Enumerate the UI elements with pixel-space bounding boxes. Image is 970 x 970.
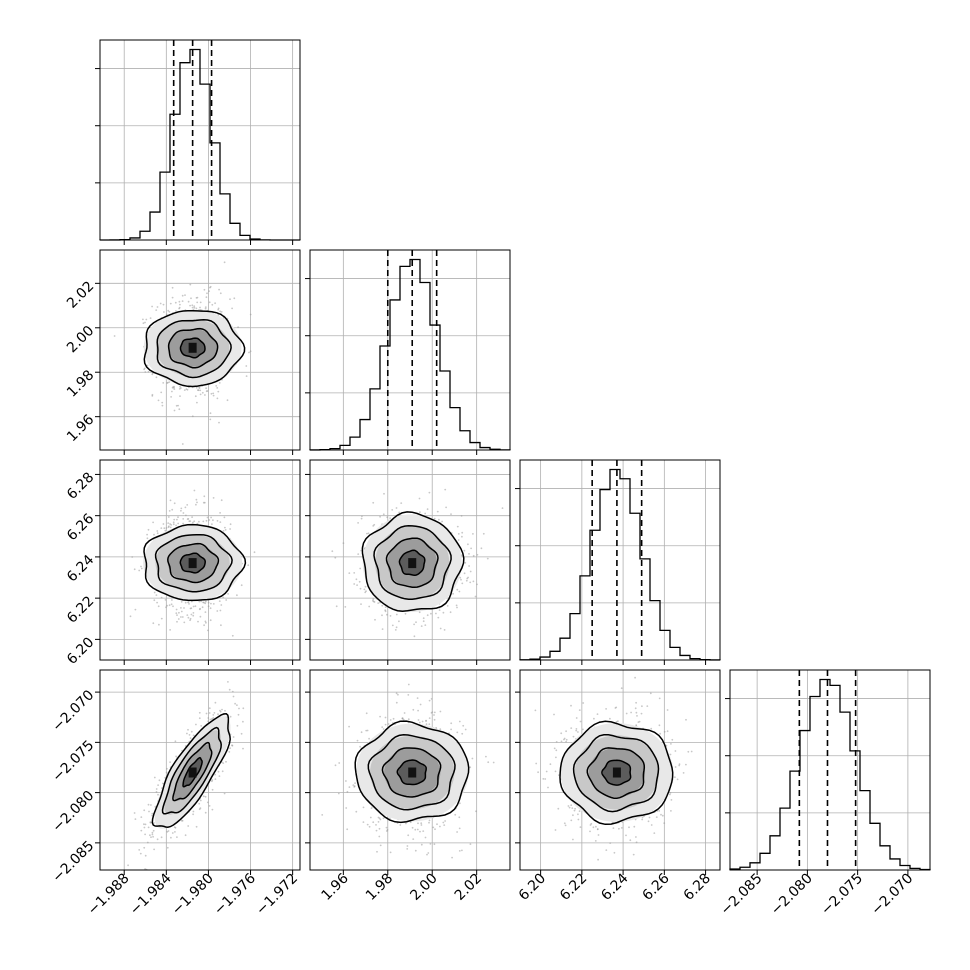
x-tick-label: −1.980: [169, 871, 217, 919]
contour-0.5sigma: [601, 759, 632, 786]
contour-1.5sigma: [572, 734, 660, 813]
axes-frame: [99, 249, 301, 451]
axes-frame: [729, 669, 931, 871]
contour-1.5sigma: [367, 733, 456, 811]
contour-1sigma: [586, 747, 646, 799]
axes-frame: [309, 249, 511, 451]
contour-0.5sigma: [179, 337, 206, 359]
x-tick-label: 2.00: [407, 871, 440, 904]
y-tick-label: −2.085: [49, 838, 97, 886]
histogram-0: [99, 48, 300, 241]
contour-2sigma: [559, 720, 674, 826]
density-peak: [188, 767, 197, 778]
x-tick-label: 6.20: [516, 871, 549, 904]
x-tick-label: −2.075: [818, 871, 866, 919]
panel-2-1: [305, 459, 511, 665]
contour-2sigma: [143, 309, 246, 388]
y-tick-label: 6.28: [64, 469, 97, 502]
x-tick-label: 6.22: [557, 871, 590, 904]
histogram-3: [729, 678, 931, 871]
panel-3-1: 1.96 1.98 2.00 2.02: [305, 669, 511, 904]
x-tick-label: −1.984: [127, 870, 175, 918]
contour-1.5sigma: [373, 525, 452, 601]
x-tick-label: 1.98: [363, 871, 396, 904]
contour-1sigma: [167, 542, 220, 584]
x-tick-label: −2.070: [868, 871, 916, 919]
contour-0.5sigma: [396, 759, 427, 786]
x-tick-label: 1.96: [318, 870, 351, 903]
contour-2sigma: [361, 511, 465, 612]
panel-3-0: −2.085−2.080−2.075−2.070−1.988−1.984−1.9…: [49, 669, 301, 919]
panel-1-1: [305, 249, 511, 455]
y-tick-label: 1.98: [64, 367, 97, 400]
x-tick-label: −2.080: [768, 871, 816, 919]
contour-1sigma: [385, 537, 439, 589]
y-tick-label: 2.00: [64, 323, 97, 356]
density-peak: [408, 767, 417, 778]
x-tick-label: −1.976: [211, 870, 259, 918]
contour-2sigma: [151, 713, 231, 828]
y-tick-label: −2.080: [49, 788, 97, 836]
y-tick-label: 6.20: [64, 634, 97, 667]
density-peak: [408, 558, 417, 569]
contour-1.5sigma: [156, 319, 232, 379]
contour-0.5sigma: [398, 549, 426, 576]
panel-3-2: 6.20 6.22 6.24 6.26 6.28: [515, 669, 721, 904]
density-peak: [188, 342, 197, 353]
y-tick-label: 1.96: [64, 412, 97, 445]
x-tick-label: 6.24: [598, 870, 631, 903]
axes-frame: [99, 669, 301, 871]
axes-frame: [309, 459, 511, 661]
axes-frame: [519, 669, 721, 871]
contour-1sigma: [167, 327, 219, 369]
y-tick-label: 6.26: [64, 511, 97, 544]
x-tick-label: 2.02: [452, 871, 485, 904]
y-tick-label: 6.22: [64, 593, 97, 626]
axes-frame: [99, 39, 301, 241]
y-tick-label: 6.24: [64, 552, 97, 585]
contour-2sigma: [354, 720, 470, 824]
contour-1.5sigma: [154, 533, 233, 593]
panel-1-0: 1.96 1.98 2.00 2.02: [64, 249, 301, 455]
contour-1.5sigma: [161, 726, 222, 815]
density-peak: [612, 767, 621, 778]
x-tick-label: −1.988: [85, 871, 133, 919]
panel-0-0: [95, 39, 301, 245]
axes-frame: [99, 459, 301, 661]
histogram-1: [309, 258, 511, 451]
axes-frame: [309, 669, 511, 871]
contour-0.5sigma: [179, 552, 206, 574]
x-tick-label: 6.28: [681, 871, 714, 904]
axes-frame: [519, 459, 721, 661]
panel-3-3: −2.085 −2.080 −2.075 −2.070: [718, 669, 931, 919]
x-tick-label: −1.972: [253, 871, 301, 919]
y-tick-label: −2.075: [49, 737, 97, 785]
contour-2sigma: [143, 523, 247, 602]
x-tick-label: 6.26: [639, 870, 672, 903]
contour-0.5sigma: [182, 756, 203, 788]
panel-2-2: [515, 459, 721, 665]
contour-1sigma: [381, 747, 442, 798]
y-tick-label: 2.02: [64, 278, 97, 311]
panel-2-0: 6.20 6.22 6.24 6.26 6.28: [64, 459, 301, 668]
density-peak: [188, 558, 197, 569]
x-tick-label: −2.085: [718, 871, 766, 919]
y-tick-label: −2.070: [49, 687, 97, 735]
contour-1sigma: [172, 741, 213, 802]
histogram-2: [519, 468, 721, 661]
